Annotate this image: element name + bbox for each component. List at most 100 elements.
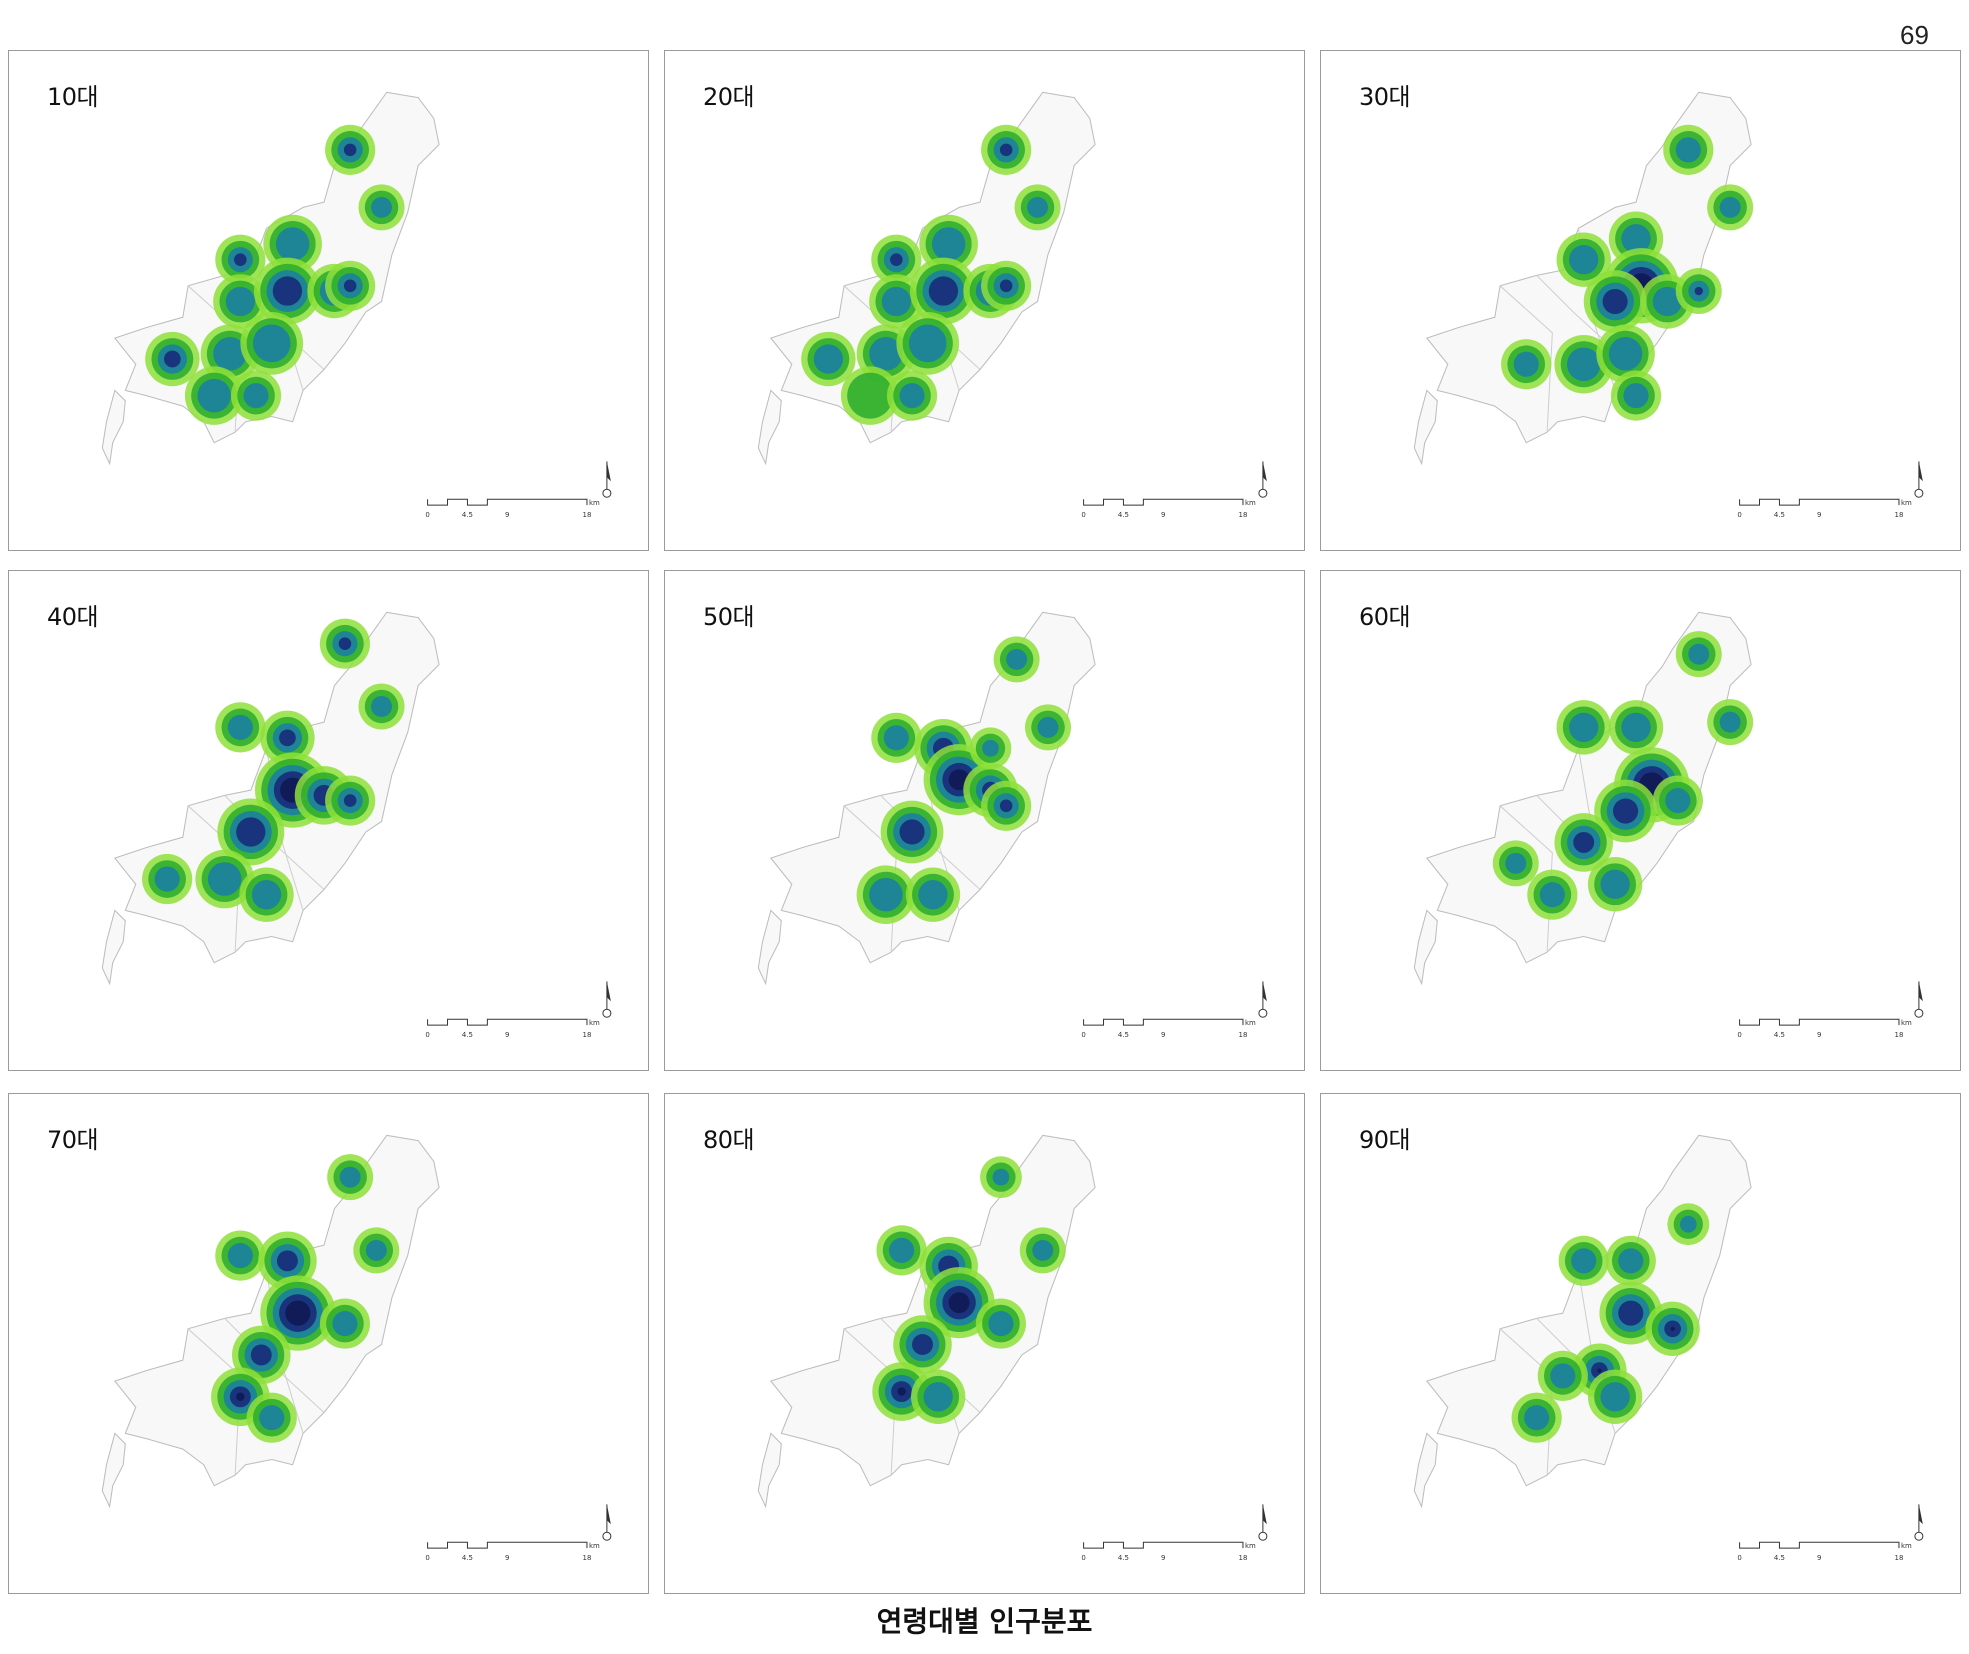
heat-blob — [880, 800, 944, 864]
scale-tick-label: 9 — [1817, 511, 1821, 519]
scale-tick-label: 0 — [1081, 1554, 1085, 1562]
heat-blob — [217, 798, 285, 866]
scale-tick-label: 0 — [1737, 1031, 1741, 1039]
north-arrow — [1258, 461, 1268, 498]
heat-blob — [1019, 1227, 1066, 1274]
island-outline — [101, 909, 126, 986]
scale-tick-label: 9 — [505, 1554, 509, 1562]
map-panel-70s: 0 4.5 9 18 km 70대 — [8, 1093, 649, 1594]
heat-blob — [980, 1156, 1022, 1199]
scale-tick-label: 4.5 — [1118, 1554, 1129, 1562]
heat-blob — [1645, 1301, 1700, 1356]
north-arrow — [602, 1504, 612, 1541]
scale-unit: km — [1901, 1019, 1912, 1027]
panel-label: 90대 — [1359, 1126, 1411, 1154]
figure-caption: 연령대별 인구분포 — [876, 1605, 1093, 1638]
scale-tick-label: 4.5 — [1774, 511, 1785, 519]
heatmap-map: 0 4.5 9 18 km — [101, 611, 612, 1039]
heatmap-map: 0 4.5 9 18 km — [757, 91, 1268, 519]
heat-blob — [1556, 232, 1611, 287]
map-panel-40s: 0 4.5 9 18 km 40대 — [8, 570, 649, 1071]
heatmap-map: 0 4.5 9 18 km — [101, 91, 612, 519]
scale-unit: km — [1245, 1542, 1256, 1550]
heat-blob — [1610, 370, 1662, 421]
heat-blob — [896, 311, 960, 375]
heat-blob — [213, 274, 268, 329]
heat-blob — [1594, 779, 1657, 843]
scale-tick-label: 4.5 — [1774, 1031, 1785, 1039]
map-panel-80s: 0 4.5 9 18 km 80대 — [664, 1093, 1305, 1594]
heat-blob — [1583, 270, 1647, 333]
scale-tick-label: 0 — [1081, 511, 1085, 519]
north-arrow — [602, 461, 612, 498]
heat-blob — [258, 1231, 317, 1291]
scale-tick-label: 18 — [1895, 1554, 1904, 1562]
heat-blob — [1556, 700, 1611, 755]
heat-blob — [1667, 1203, 1710, 1246]
heat-blob — [840, 366, 900, 425]
scale-bar: 0 4.5 9 18 km — [425, 1018, 600, 1039]
scale-tick-label: 0 — [1737, 1554, 1741, 1562]
heat-blob — [215, 702, 266, 753]
scale-bar: 0 4.5 9 18 km — [1737, 1541, 1912, 1562]
heat-blob — [1014, 184, 1061, 231]
scale-unit: km — [1245, 499, 1256, 507]
north-arrow — [1258, 981, 1268, 1018]
heat-blob — [239, 867, 294, 922]
scale-unit: km — [1901, 1542, 1912, 1550]
scale-tick-label: 18 — [1895, 511, 1904, 519]
panel-label: 20대 — [703, 83, 755, 111]
heat-blob — [184, 366, 244, 425]
scale-tick-label: 4.5 — [462, 1554, 473, 1562]
scale-unit: km — [589, 1542, 600, 1550]
heat-blob — [1554, 813, 1614, 872]
scale-bar: 0 4.5 9 18 km — [1737, 1018, 1912, 1039]
heat-blob — [246, 1392, 297, 1443]
heatmap-map: 0 4.5 9 18 km — [1413, 91, 1924, 519]
heat-blob — [1652, 775, 1703, 826]
heat-blob — [869, 274, 924, 329]
island-outline — [1413, 389, 1438, 466]
heat-blob — [253, 257, 321, 325]
heat-blob — [145, 331, 200, 387]
heat-blob — [327, 1154, 374, 1201]
map-panel-50s: 0 4.5 9 18 km 50대 — [664, 570, 1305, 1071]
north-arrow — [1914, 981, 1924, 1018]
heat-blob — [230, 370, 282, 421]
map-panel-60s: 0 4.5 9 18 km 60대 — [1320, 570, 1961, 1071]
heat-blob — [358, 184, 405, 231]
heat-blob — [975, 1298, 1027, 1349]
heat-blob — [325, 775, 376, 826]
heatmap-map: 0 4.5 9 18 km — [1413, 611, 1924, 1039]
heat-blob — [1663, 124, 1714, 175]
heat-blob — [910, 1369, 966, 1424]
heat-blob — [215, 234, 266, 285]
scale-tick-label: 4.5 — [1118, 511, 1129, 519]
scale-tick-label: 18 — [1239, 1031, 1248, 1039]
scale-tick-label: 9 — [505, 1031, 509, 1039]
scale-tick-label: 18 — [583, 511, 592, 519]
page-number: 69 — [1900, 20, 1929, 50]
scale-tick-label: 18 — [583, 1031, 592, 1039]
heat-blob — [969, 727, 1012, 770]
panel-label: 50대 — [703, 603, 755, 631]
heat-blob — [871, 712, 922, 763]
heat-blob — [993, 636, 1040, 683]
heat-blob — [1675, 631, 1722, 678]
heat-blob — [260, 1275, 336, 1351]
island-outline — [1413, 1432, 1438, 1509]
heat-blob — [1587, 1369, 1643, 1424]
heat-blob — [1024, 704, 1072, 751]
heat-blob — [319, 1298, 371, 1349]
scale-tick-label: 0 — [1737, 511, 1741, 519]
panel-label: 70대 — [47, 1126, 99, 1154]
panel-label: 10대 — [47, 83, 99, 111]
heat-blob — [981, 260, 1032, 311]
island-outline — [757, 909, 782, 986]
scale-unit: km — [589, 1019, 600, 1027]
scale-tick-label: 4.5 — [462, 1031, 473, 1039]
heat-blob — [871, 234, 922, 285]
heat-blob — [142, 853, 193, 905]
heat-blob — [1599, 1281, 1663, 1345]
heat-blob — [215, 1230, 266, 1281]
